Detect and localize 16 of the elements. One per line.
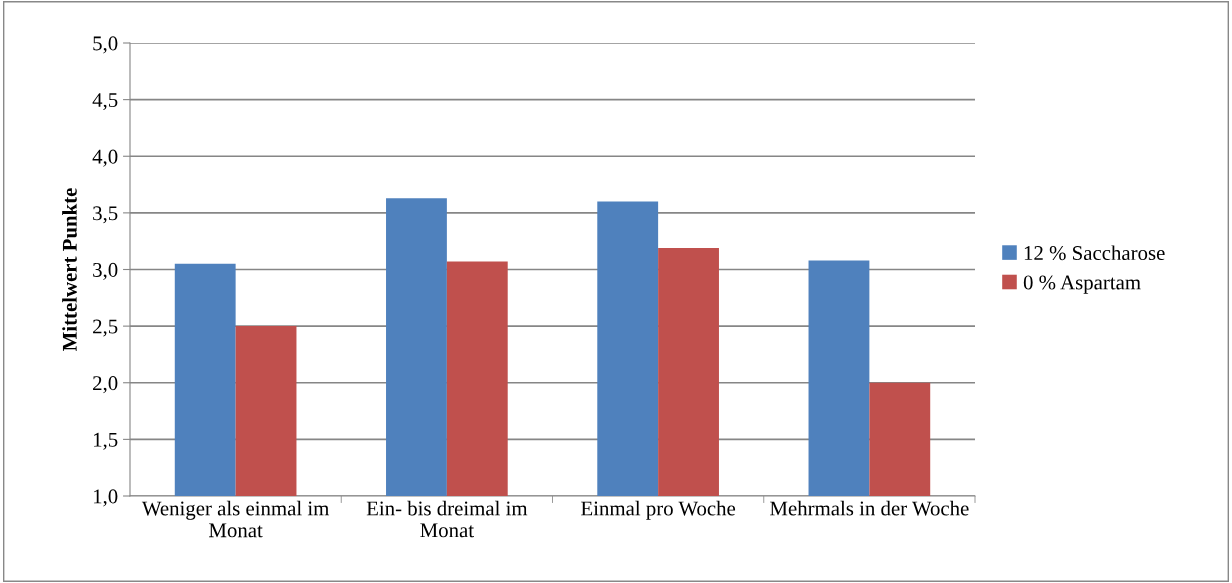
y-axis-title: Mittelwert Punkte bbox=[62, 188, 77, 351]
y-tick-label: 3,5 bbox=[93, 206, 118, 224]
y-tick-label: 4,5 bbox=[92, 93, 118, 111]
y-tick-label: 2,0 bbox=[93, 376, 118, 394]
y-tick-label: 5,0 bbox=[93, 36, 118, 54]
x-tick-label: Ein- bis dreimal im Monat bbox=[366, 500, 528, 538]
y-tick-label: 2,5 bbox=[93, 319, 118, 337]
y-tick-label: 1,0 bbox=[93, 489, 118, 507]
y-tick-label: 1,5 bbox=[93, 432, 118, 450]
y-tick-label: 4,0 bbox=[92, 149, 118, 167]
legend-label: 12 % Saccharose bbox=[1024, 245, 1165, 261]
x-tick-label: Mehrmals in der Woche bbox=[770, 500, 969, 516]
y-tick-label: 3,0 bbox=[93, 262, 118, 280]
legend-label: 0 % Aspartam bbox=[1023, 275, 1141, 294]
x-tick-label: Weniger als einmal im Monat bbox=[141, 500, 330, 538]
x-tick-label: Einmal pro Woche bbox=[581, 500, 736, 520]
